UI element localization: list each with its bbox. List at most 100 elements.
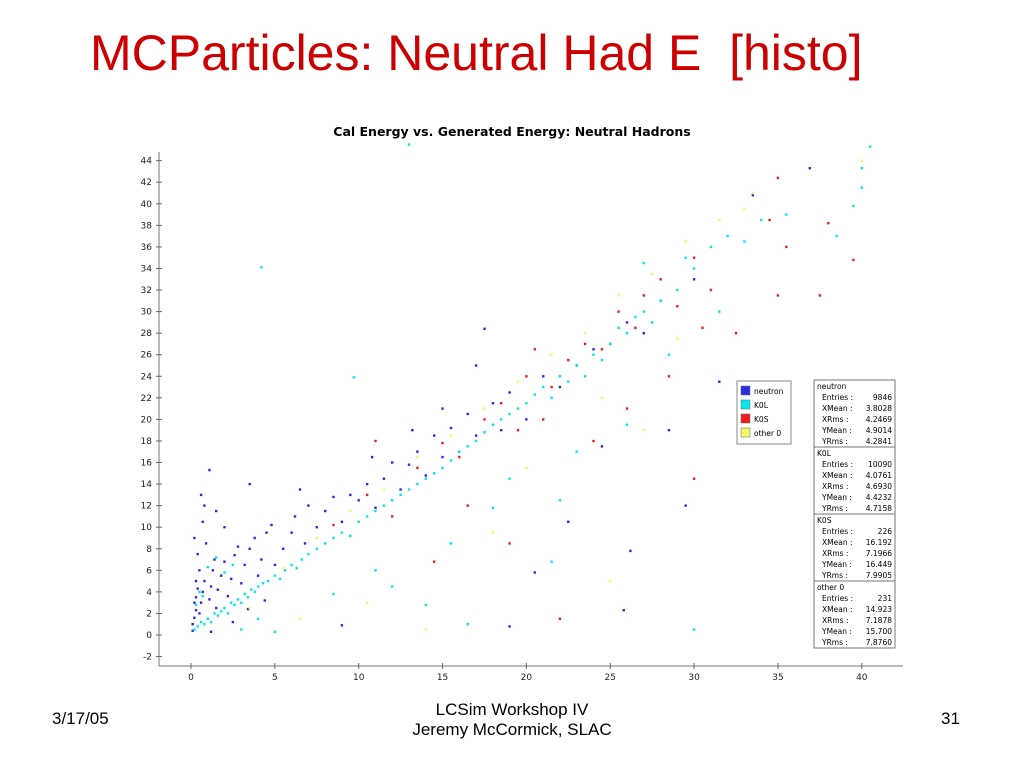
data-point: [226, 612, 230, 615]
stats-key: YRms :: [821, 504, 848, 513]
data-point: [659, 278, 662, 281]
data-point: [642, 294, 645, 297]
data-point: [416, 455, 419, 459]
stats-value: 4.0761: [866, 471, 892, 480]
y-tick-label: 24: [141, 372, 153, 382]
data-point: [449, 434, 453, 437]
data-point: [216, 614, 219, 617]
data-point: [236, 545, 240, 548]
data-point: [743, 240, 746, 243]
data-point: [433, 472, 436, 475]
data-point: [600, 445, 604, 448]
data-point: [407, 488, 411, 491]
stats-value: 4.2841: [866, 437, 892, 446]
data-point: [382, 477, 386, 480]
data-point: [273, 563, 277, 567]
data-point: [634, 315, 637, 319]
data-point: [508, 625, 511, 628]
stats-key: XMean :: [822, 404, 852, 413]
data-point: [433, 434, 436, 437]
data-point: [365, 482, 369, 486]
data-point: [216, 588, 219, 591]
data-point: [676, 305, 679, 308]
data-point: [365, 601, 369, 604]
stats-key: YRms :: [821, 437, 848, 446]
data-point: [196, 552, 199, 556]
data-point: [303, 542, 307, 545]
data-point: [642, 261, 645, 265]
x-tick-label: 20: [521, 673, 533, 683]
series-k0s: [332, 176, 855, 620]
stats-key: XMean :: [822, 605, 852, 614]
stats-frame: [813, 513, 896, 582]
y-tick-label: 8: [146, 545, 152, 555]
data-point: [256, 617, 260, 620]
data-point: [516, 429, 520, 432]
stats-title: K0L: [817, 449, 832, 458]
data-point: [634, 326, 637, 329]
data-point: [558, 499, 562, 502]
data-point: [223, 571, 226, 574]
data-point: [193, 601, 196, 604]
footer-date: 3/17/05: [52, 709, 109, 728]
x-tick-label: 5: [272, 673, 278, 683]
data-point: [617, 326, 620, 329]
data-point: [215, 509, 218, 513]
data-point: [684, 256, 687, 259]
data-point: [298, 617, 302, 620]
data-point: [676, 288, 679, 292]
stats-value: 10090: [868, 460, 892, 469]
data-point: [424, 603, 427, 606]
stats-value: 7.1878: [866, 616, 892, 625]
data-point: [525, 375, 528, 378]
stats-key: YMean :: [821, 560, 852, 569]
y-tick-label: 16: [141, 459, 153, 469]
data-point: [231, 563, 235, 567]
data-point: [449, 459, 453, 462]
data-point: [609, 579, 612, 583]
data-point: [483, 407, 486, 410]
data-point: [751, 194, 754, 197]
data-point: [416, 450, 419, 453]
data-point: [500, 418, 503, 421]
stats-value: 9846: [873, 393, 892, 402]
data-point: [550, 560, 553, 563]
stats-value: 3.8028: [866, 404, 892, 413]
data-point: [726, 234, 729, 238]
data-point: [642, 310, 645, 313]
data-point: [250, 588, 253, 591]
data-point: [651, 272, 654, 276]
data-point: [382, 504, 386, 507]
data-point: [860, 167, 863, 170]
x-tick-label: 0: [188, 673, 194, 683]
data-point: [300, 558, 303, 561]
data-point: [852, 258, 855, 262]
data-point: [374, 569, 377, 572]
data-point: [466, 445, 469, 448]
data-point: [533, 348, 536, 351]
stats-title: other 0: [817, 583, 844, 592]
data-point: [248, 482, 251, 486]
legend-swatch: [740, 399, 751, 410]
stats-key: Entries :: [822, 393, 853, 402]
data-point: [231, 620, 235, 624]
page-number: 31: [941, 709, 960, 728]
data-point: [709, 288, 713, 292]
data-point: [290, 563, 293, 567]
y-tick-label: 10: [141, 523, 153, 533]
data-point: [213, 612, 216, 615]
data-point: [256, 574, 260, 577]
data-point: [199, 601, 203, 604]
data-point: [233, 554, 236, 557]
data-point: [256, 585, 260, 588]
data-point: [625, 407, 629, 410]
data-point: [533, 571, 536, 574]
chart-title: Cal Energy vs. Generated Energy: Neutral…: [333, 124, 690, 139]
data-point: [508, 542, 511, 545]
y-tick-label: -2: [143, 653, 152, 663]
data-point: [209, 620, 213, 624]
stats-key: YMean :: [821, 627, 852, 636]
stats-value: 231: [878, 594, 893, 603]
data-point: [265, 531, 268, 534]
